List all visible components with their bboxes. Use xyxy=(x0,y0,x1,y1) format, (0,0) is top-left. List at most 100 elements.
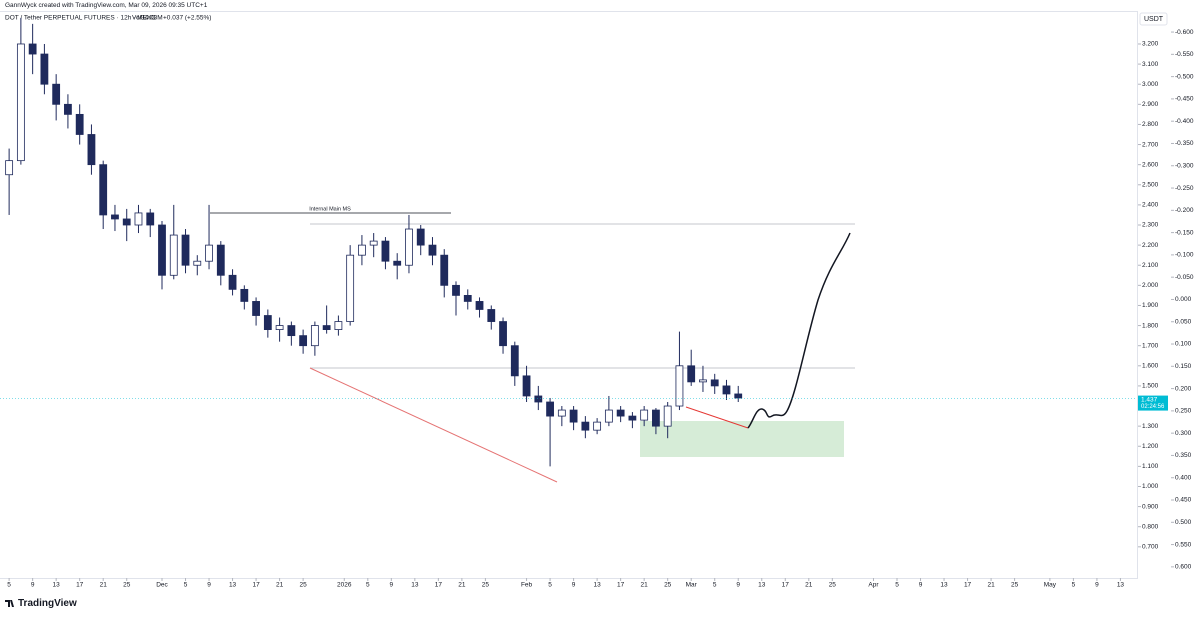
y-tick-label: 0.700 xyxy=(1142,544,1159,551)
x-tick-label: 17 xyxy=(76,582,84,589)
x-tick-label: 5 xyxy=(7,582,11,589)
y2-tick-label: -0.600 xyxy=(1175,29,1194,36)
y-tick-label: 2.700 xyxy=(1142,141,1159,148)
x-tick-label: 21 xyxy=(458,582,466,589)
candle-body xyxy=(722,385,731,395)
y2-tick-label: -0.100 xyxy=(1175,252,1194,259)
candle-body xyxy=(499,321,507,347)
candle-body xyxy=(463,295,472,302)
projection-path xyxy=(747,232,851,429)
y-tick-label: 1.000 xyxy=(1142,483,1159,490)
candle-body xyxy=(216,244,225,276)
x-tick-label: 21 xyxy=(100,582,108,589)
y-tick-label: 2.100 xyxy=(1142,262,1159,269)
candle-body xyxy=(628,415,637,421)
x-tick-label: 25 xyxy=(1011,582,1019,589)
y-tick-label: 1.600 xyxy=(1142,363,1159,370)
demand-zone xyxy=(640,421,844,457)
candle-body xyxy=(228,274,237,290)
y2-tick-label: 0.300 xyxy=(1175,430,1192,437)
candle-body xyxy=(75,113,84,135)
y-tick-label: 1.700 xyxy=(1142,342,1159,349)
y2-tick-label: 0.400 xyxy=(1175,474,1192,481)
y2-tick-label: 0.350 xyxy=(1175,452,1192,459)
candle-body xyxy=(687,365,696,383)
y2-tick-label: 0.250 xyxy=(1175,408,1192,415)
price-tag xyxy=(1138,395,1168,411)
y-tick-label: 1.500 xyxy=(1142,383,1159,390)
x-tick-label: 21 xyxy=(987,582,995,589)
x-tick-label: 5 xyxy=(1072,582,1076,589)
candle-body xyxy=(346,254,355,322)
y-tick-label: 2.200 xyxy=(1142,242,1159,249)
candle-body xyxy=(475,301,484,310)
candle-body xyxy=(522,375,531,397)
y2-tick-label: 0.450 xyxy=(1175,497,1192,504)
x-tick-label: 13 xyxy=(229,582,237,589)
candle-body xyxy=(710,379,719,387)
candle-body xyxy=(64,103,72,115)
candle-body xyxy=(393,260,402,266)
candle-body xyxy=(440,254,449,286)
candle-body xyxy=(111,214,119,220)
drawings xyxy=(210,212,855,483)
y2-tick-label: 0.600 xyxy=(1175,564,1192,571)
candle-body xyxy=(28,43,37,55)
trend-line xyxy=(685,406,749,429)
x-tick-label: 13 xyxy=(940,582,948,589)
x-tick-label: 21 xyxy=(276,582,284,589)
x-tick-label: 21 xyxy=(805,582,813,589)
currency: USDT xyxy=(1144,16,1164,23)
candle-body xyxy=(416,228,425,246)
candle-body xyxy=(452,284,460,296)
x-tick-label: 9 xyxy=(207,582,211,589)
candle-body xyxy=(146,212,155,226)
candle-body xyxy=(158,224,166,276)
y2-tick-label: -0.500 xyxy=(1175,73,1194,80)
y-tick-label: 2.800 xyxy=(1142,121,1159,128)
candle-body xyxy=(428,244,437,256)
y-tick-label: 2.500 xyxy=(1142,181,1159,188)
candle-body xyxy=(734,393,743,399)
y-tick-label: 3.100 xyxy=(1142,61,1159,68)
candle-body xyxy=(604,409,613,423)
x-tick-label: 9 xyxy=(1095,582,1099,589)
y-tick-label: 1.300 xyxy=(1142,423,1159,430)
candle-body xyxy=(5,160,14,176)
candle-body xyxy=(181,234,190,266)
x-tick-label: 13 xyxy=(1117,582,1125,589)
x-tick-label: 9 xyxy=(919,582,923,589)
x-tick-label: 17 xyxy=(435,582,443,589)
y2-tick-label: 0.050 xyxy=(1175,318,1192,325)
y-tick-label: 1.100 xyxy=(1142,463,1159,470)
currency-box xyxy=(1139,12,1168,26)
y2-tick-label: 0.500 xyxy=(1175,519,1192,526)
candle-body xyxy=(40,53,49,85)
x-tick-label: 17 xyxy=(782,582,790,589)
candle-body xyxy=(16,43,25,162)
candle-body xyxy=(193,260,202,266)
x-tick-label: 9 xyxy=(736,582,740,589)
countdown: 02:24:56 xyxy=(1141,404,1165,410)
candle-body xyxy=(616,409,625,417)
volume: Vol34.08M xyxy=(132,15,163,22)
candle-body xyxy=(569,409,578,423)
y2-tick-label: -0.300 xyxy=(1175,162,1194,169)
x-tick-label: 17 xyxy=(617,582,625,589)
x-tick-label: 21 xyxy=(641,582,649,589)
x-tick-label: 13 xyxy=(411,582,419,589)
x-tick-label: Dec xyxy=(156,582,168,589)
y-tick-label: 1.800 xyxy=(1142,322,1159,329)
candle-body xyxy=(534,395,543,403)
candle-body xyxy=(275,325,284,330)
candle-body xyxy=(87,134,96,166)
x-tick-label: 5 xyxy=(895,582,899,589)
y2-tick-label: 0.550 xyxy=(1175,541,1192,548)
y2-tick-label: -0.450 xyxy=(1175,96,1194,103)
x-tick-label: 13 xyxy=(53,582,61,589)
candle-body xyxy=(52,83,61,105)
candle-body xyxy=(205,244,213,262)
candle-body xyxy=(122,218,131,226)
candle-body xyxy=(334,321,343,330)
y2-tick-label: 0.200 xyxy=(1175,385,1192,392)
